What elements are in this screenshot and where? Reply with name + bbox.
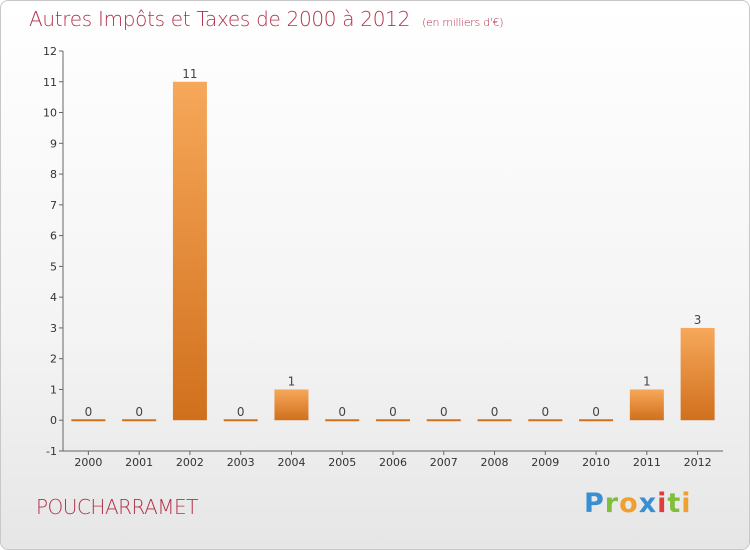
data-label-2012: 3 (694, 313, 702, 327)
y-tick-label: 1 (50, 383, 57, 396)
y-tick-label: 3 (50, 322, 57, 335)
data-label-2003: 0 (237, 405, 245, 419)
data-label-2007: 0 (440, 405, 448, 419)
data-label-2001: 0 (135, 405, 143, 419)
data-label-2011: 1 (643, 374, 651, 388)
data-label-2010: 0 (592, 405, 600, 419)
y-tick-label: 4 (50, 291, 57, 304)
data-label-2005: 0 (338, 405, 346, 419)
y-tick-label: 9 (50, 137, 57, 150)
x-tick-label: 2011 (633, 456, 661, 469)
data-label-2006: 0 (389, 405, 397, 419)
y-tick-label: 11 (43, 76, 57, 89)
x-tick-label: 2007 (430, 456, 458, 469)
y-tick-label: 6 (50, 230, 57, 243)
y-tick-label: 7 (50, 199, 57, 212)
data-label-2009: 0 (541, 405, 549, 419)
y-tick-label: -1 (46, 445, 57, 458)
x-tick-label: 2010 (582, 456, 610, 469)
chart-title-text: Autres Impôts et Taxes de 2000 à 2012 (29, 7, 410, 31)
x-tick-label: 2004 (277, 456, 305, 469)
x-tick-label: 2000 (74, 456, 102, 469)
x-tick-label: 2003 (227, 456, 255, 469)
bar-2012 (680, 327, 715, 421)
x-tick-label: 2001 (125, 456, 153, 469)
data-label-2000: 0 (85, 405, 93, 419)
y-tick-label: 2 (50, 353, 57, 366)
data-label-2004: 1 (288, 374, 296, 388)
x-tick-label: 2008 (481, 456, 509, 469)
bar-2011 (629, 389, 664, 421)
y-tick-label: 5 (50, 260, 57, 273)
chart-bars (71, 81, 715, 422)
bar-2002 (172, 81, 207, 421)
bar-2004 (274, 389, 309, 421)
x-tick-label: 2002 (176, 456, 204, 469)
chart-title: Autres Impôts et Taxes de 2000 à 2012 (e… (29, 7, 504, 31)
data-label-2008: 0 (491, 405, 499, 419)
x-tick-label: 2012 (684, 456, 712, 469)
chart-data-labels: 0 0 11 0 1 0 0 0 0 0 0 1 3 (85, 67, 702, 419)
y-tick-label: 8 (50, 168, 57, 181)
y-tick-label: 10 (43, 107, 57, 120)
chart-subtitle: (en milliers d'€) (422, 16, 504, 29)
x-tick-label: 2009 (531, 456, 559, 469)
x-tick-label: 2005 (328, 456, 356, 469)
y-tick-label: 0 (50, 414, 57, 427)
commune-name: POUCHARRAMET (36, 495, 198, 519)
y-tick-label: 12 (43, 45, 57, 58)
x-tick-label: 2006 (379, 456, 407, 469)
data-label-2002: 11 (182, 67, 197, 81)
proxiti-logo[interactable]: Proxiti (584, 488, 692, 519)
